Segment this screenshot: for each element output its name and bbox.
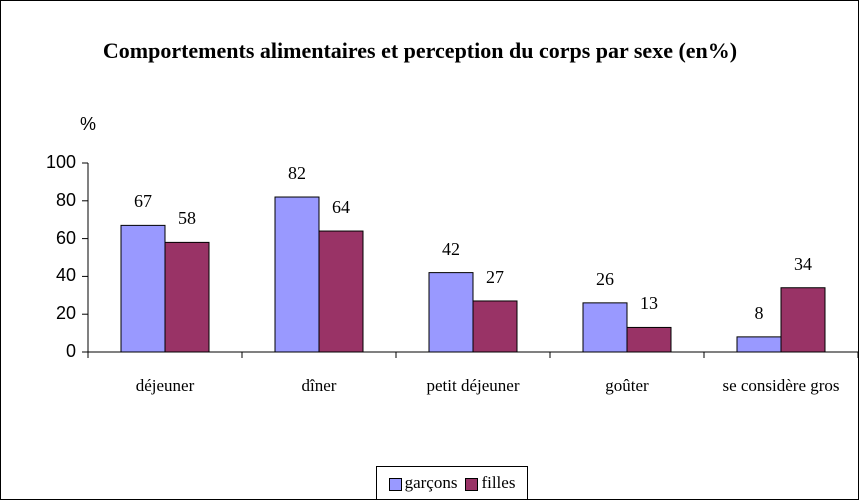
x-tick-label: petit déjeuner [426, 376, 520, 395]
y-tick-label: 20 [55, 303, 76, 324]
bar [472, 300, 518, 353]
value-label: 8 [754, 302, 764, 323]
legend-label: garçons [404, 473, 458, 492]
bar [318, 230, 364, 353]
legend: garçons filles [376, 466, 528, 500]
legend-swatch [388, 477, 402, 491]
bar [780, 287, 826, 353]
value-label: 82 [288, 163, 306, 184]
bar [736, 336, 782, 353]
bar [164, 241, 210, 353]
x-tick-label: dîner [301, 376, 337, 395]
bar [626, 326, 672, 353]
bar [120, 224, 166, 353]
value-label: 13 [640, 293, 658, 314]
legend-label: filles [481, 473, 516, 492]
x-tick-label: goûter [605, 376, 649, 395]
y-tick-label: 100 [45, 152, 76, 172]
value-label: 34 [794, 253, 812, 274]
value-label: 27 [486, 266, 504, 287]
value-label: 26 [596, 268, 614, 289]
y-axis-label: % [80, 114, 97, 134]
y-tick-label: 80 [55, 189, 76, 210]
bar [582, 302, 628, 353]
legend-item: filles [465, 473, 515, 493]
y-tick-label: 0 [65, 341, 76, 361]
value-label: 58 [178, 208, 196, 229]
bar [274, 196, 320, 353]
x-tick-label: déjeuner [135, 376, 195, 395]
legend-swatch [465, 477, 479, 491]
legend-item: garçons [388, 473, 458, 493]
x-tick-label: se considère gros [722, 376, 840, 395]
bar [428, 272, 474, 353]
value-label: 42 [442, 238, 460, 259]
value-label: 67 [134, 191, 152, 212]
y-tick-label: 60 [55, 227, 76, 248]
y-tick-label: 40 [55, 265, 76, 286]
chart-title: Comportements alimentaires et perception… [102, 38, 738, 63]
value-label: 64 [332, 197, 350, 218]
